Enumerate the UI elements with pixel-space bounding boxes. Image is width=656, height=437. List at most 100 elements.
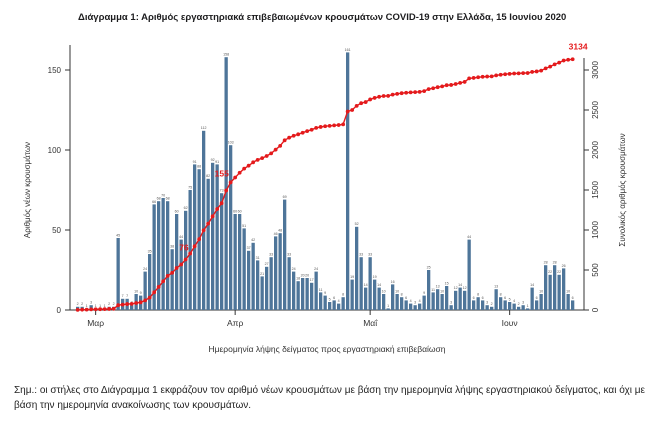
cumulative-dot [332,123,337,128]
bar [377,287,381,310]
cumulative-dot [260,156,265,161]
bar-value-label: 5 [329,297,331,301]
cumulative-dot [201,228,206,233]
bar [269,257,273,310]
bar-value-label: 46 [274,232,278,236]
bar-value-label: 6 [405,296,407,300]
bar-value-label: 42 [251,238,255,242]
bar-value-label: 33 [359,253,363,257]
bar-value-label: 16 [391,280,395,284]
bar [305,278,309,310]
bar-value-label: 8 [342,293,344,297]
cumulative-dot [309,127,314,132]
bar [422,295,426,310]
cumulative-dot [350,108,355,112]
bar [202,130,206,310]
cumulative-dot [134,301,139,305]
cumulative-dot [111,306,116,311]
cumulative-dot [507,71,512,76]
bar [440,294,444,310]
bar-value-label: 1 [104,304,106,308]
cumulative-dot [255,157,260,162]
bar-value-label: 44 [467,235,471,239]
cumulative-dot [512,71,517,76]
cumulative-dot [197,237,202,242]
bar [157,201,161,310]
bar-value-label: 5 [509,297,511,301]
y-right-tick-label: 2500 [591,101,600,119]
annotation-3134: 3134 [569,41,588,51]
bar-value-label: 2 [113,302,115,306]
annotations: 76 155 3134 [179,41,588,252]
cumulative-dot [210,214,215,219]
cumulative-dot [318,125,323,129]
cumulative-dot [287,135,292,140]
bar-value-label: 10 [382,289,386,293]
bar-value-label: 27 [265,262,269,266]
bar [238,214,242,310]
bar-value-label: 51 [242,224,246,228]
cumulative-dot [458,80,463,85]
bar-value-label: 7 [122,294,124,298]
y-right-tick-label: 3000 [591,61,600,79]
bar [193,164,197,310]
cumulative-dot [489,74,494,79]
bar [328,302,332,310]
cumulative-dot [188,251,193,256]
cumulative-dot [152,290,157,295]
bar [346,52,350,311]
bar-value-label: 3 [414,301,416,305]
cumulative-dot [174,266,179,270]
cumulative-dot [557,60,562,65]
bar-value-label: 14 [458,283,462,287]
cumulative-dot [147,295,152,300]
chart-title: Διάγραμμα 1: Αριθμός εργαστηριακά επιβεβ… [78,12,567,23]
y-right-tick-label: 0 [591,307,600,312]
bar-value-label: 12 [454,286,458,290]
bar-value-label: 21 [260,272,264,276]
cumulative-dot [138,300,143,305]
bar-value-label: 15 [445,281,449,285]
bar-value-label: 9 [423,291,425,295]
bars-series [76,52,575,311]
bar-value-label: 161 [345,48,351,52]
cumulative-dot [219,201,224,206]
cumulative-dot [386,94,391,98]
bar-value-label: 24 [292,267,296,271]
bar [116,238,120,310]
cumulative-dot [300,130,305,135]
bar-value-label: 24 [143,267,147,271]
bar-value-label: 2 [81,302,83,306]
bar-value-label: 6 [504,296,506,300]
cumulative-dot [413,90,418,95]
bar [494,289,498,310]
bar [467,239,471,310]
bar [481,300,485,310]
cumulative-dot [93,307,98,312]
bar [278,233,282,310]
bar-value-label: 35 [148,249,152,253]
bar [215,164,219,310]
cumulative-dot [381,94,386,98]
cumulative-dot [116,303,121,308]
bar [476,297,480,310]
bar [148,254,152,310]
cumulative-dot [323,124,328,129]
bar-value-label: 14 [377,283,381,287]
cumulative-dot [80,307,85,312]
cumulative-dot [143,298,148,303]
bar-value-label: 91 [193,160,197,164]
cumulative-dot [314,125,319,130]
bar [526,308,530,310]
bar [224,57,228,311]
bar [368,257,372,310]
bar [229,145,233,310]
cumulative-dot [521,71,526,76]
cumulative-dot [462,80,467,84]
bar [490,306,494,310]
bar-value-label: 103 [228,141,234,145]
bar-value-label: 4 [338,299,340,303]
bar-value-label: 8 [401,293,403,297]
bar [449,305,453,310]
